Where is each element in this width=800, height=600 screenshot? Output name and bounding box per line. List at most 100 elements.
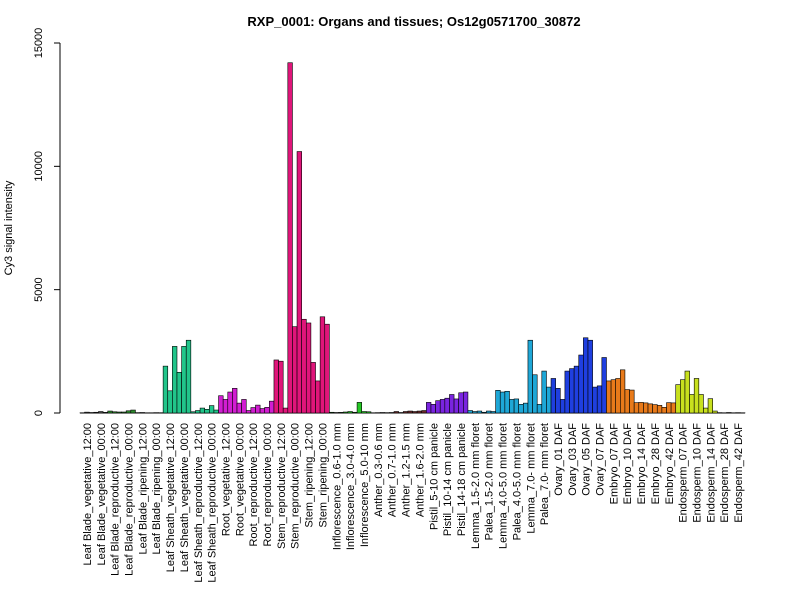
bar xyxy=(107,410,113,414)
x-tick-label: Embryo_14 DAF xyxy=(636,423,648,505)
bar xyxy=(125,410,132,414)
bar xyxy=(319,316,326,414)
bar xyxy=(569,368,575,414)
bar xyxy=(269,400,275,414)
x-tick-label: Embryo_10 DAF xyxy=(622,423,634,505)
bar xyxy=(241,399,247,414)
x-tick-label: Palea_4.0-5.0 mm floret xyxy=(511,423,523,540)
bar xyxy=(490,411,496,414)
y-tick-label: 5000 xyxy=(33,277,45,301)
x-tick-label: Pistil_14-18 cm panicle xyxy=(456,423,468,536)
bar xyxy=(583,337,589,414)
x-tick-label: Leaf Sheath_vegetative_12:00 xyxy=(165,423,177,572)
bar xyxy=(523,402,529,414)
x-tick-label: Leaf Blade_reproductive_12:00 xyxy=(110,423,122,576)
x-tick-label: Ovary_07 DAF xyxy=(595,423,607,496)
bar xyxy=(227,391,233,414)
bar xyxy=(513,398,520,414)
bar xyxy=(601,357,607,414)
x-tick-label: Pistil_5-10 cm panicle xyxy=(428,423,440,530)
y-axis-label: Cy3 signal intensity xyxy=(3,180,15,275)
bar xyxy=(282,407,289,414)
x-tick-label: Anther_0.3-0.6 mm xyxy=(373,423,385,517)
bar xyxy=(222,399,229,414)
bar xyxy=(481,411,487,414)
bar xyxy=(499,391,506,414)
x-tick-label: Ovary_03 DAF xyxy=(567,423,579,496)
bar xyxy=(426,402,432,414)
bar xyxy=(287,62,293,414)
bar xyxy=(236,402,242,414)
bar xyxy=(689,394,695,414)
bar xyxy=(310,362,316,414)
x-tick-label: Anther_1.6-2.0 mm xyxy=(414,423,426,517)
bar xyxy=(578,354,584,414)
bar xyxy=(305,322,312,414)
bar xyxy=(172,346,178,414)
bar xyxy=(596,385,603,414)
bar xyxy=(98,411,104,414)
bar xyxy=(347,411,353,414)
bars-group xyxy=(79,62,746,414)
bar xyxy=(296,151,302,414)
x-tick-label: Lemma_4.0-5.0 mm floret xyxy=(498,423,510,549)
x-tick-label: Endosperm_07 DAF xyxy=(678,423,690,523)
bar xyxy=(273,359,279,414)
x-tick-labels: Leaf Blade_vegetative_12:00 Leaf Blade_ve… xyxy=(82,423,745,583)
bar xyxy=(680,379,686,414)
bar xyxy=(573,365,580,414)
x-tick-label: Leaf Blade_vegetative_00:00 xyxy=(96,423,108,566)
bar xyxy=(84,411,90,414)
bar xyxy=(504,390,510,414)
bar xyxy=(315,380,321,414)
x-tick-label: Stem_reproductive_12:00 xyxy=(276,423,288,549)
bar xyxy=(162,365,169,414)
bar xyxy=(213,409,219,414)
bar xyxy=(555,388,561,414)
x-tick-label: Anther_0.7-1.0 mm xyxy=(387,423,399,517)
bar xyxy=(633,402,640,414)
bar xyxy=(550,378,556,414)
bar xyxy=(472,411,478,414)
bar xyxy=(462,391,469,414)
bar xyxy=(620,369,626,414)
bar xyxy=(495,390,501,414)
x-tick-label: Palea_7.0- mm floret xyxy=(539,423,551,525)
x-tick-label: Endosperm_14 DAF xyxy=(705,423,717,523)
bar xyxy=(435,400,441,414)
bar xyxy=(707,398,713,414)
bar xyxy=(250,407,256,414)
bar xyxy=(476,410,483,414)
x-tick-label: Root_vegetative_12:00 xyxy=(220,423,232,536)
bar xyxy=(458,392,464,414)
bar xyxy=(407,410,413,414)
x-tick-label: Leaf Sheath_reproductive_00:00 xyxy=(207,423,219,583)
bar xyxy=(527,339,533,414)
bar xyxy=(536,404,543,414)
bar xyxy=(693,378,700,414)
x-tick-label: Leaf Blade_ripening_12:00 xyxy=(137,423,149,555)
bar xyxy=(559,399,566,414)
bar xyxy=(610,379,617,414)
x-tick-label: Stem_reproductive_00:00 xyxy=(290,423,302,549)
bar xyxy=(181,346,187,414)
bar xyxy=(444,397,450,414)
bar xyxy=(509,399,515,414)
bar xyxy=(93,411,99,414)
bar xyxy=(647,403,653,414)
bar xyxy=(518,404,524,414)
x-tick-label: Root_reproductive_00:00 xyxy=(262,423,274,547)
bar xyxy=(670,402,677,414)
bar xyxy=(190,411,196,414)
x-tick-label: Stem_ripening_12:00 xyxy=(304,423,316,528)
bar xyxy=(292,326,298,414)
x-tick-label: Root_vegetative_00:00 xyxy=(234,423,246,536)
bar xyxy=(684,370,690,414)
x-tick-label: Lemma_7.0- mm floret xyxy=(525,423,537,534)
bar xyxy=(130,409,136,414)
bar xyxy=(195,410,201,414)
bar xyxy=(102,412,109,414)
bar xyxy=(449,394,455,414)
bar xyxy=(666,402,672,414)
bar xyxy=(416,410,423,414)
